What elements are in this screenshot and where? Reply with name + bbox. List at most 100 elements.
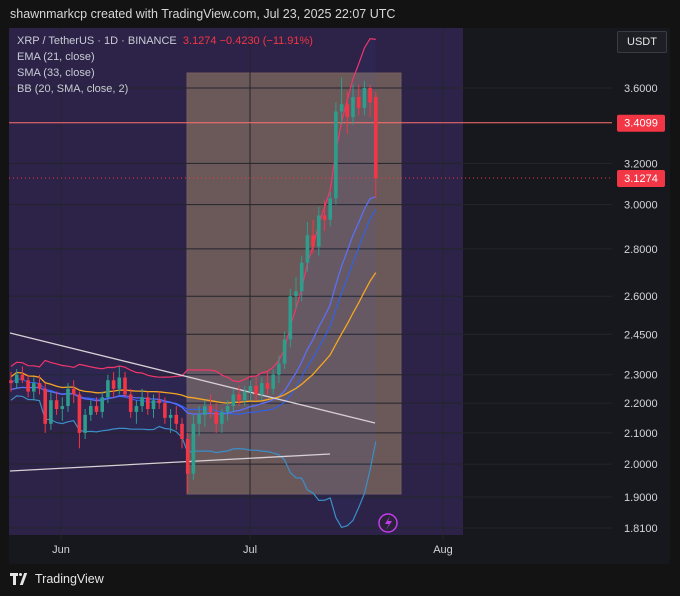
candlesticks — [9, 77, 398, 533]
candle-body — [242, 391, 247, 401]
candle-body — [305, 235, 310, 263]
candle-body — [111, 380, 116, 389]
candle-body — [49, 400, 53, 424]
indicator-lines — [10, 37, 377, 529]
candle-body — [374, 96, 378, 179]
candle-body — [123, 377, 127, 395]
candle-body — [248, 385, 253, 392]
level-price-label: 3.4099 — [624, 118, 658, 130]
candle-body — [322, 215, 327, 220]
indicator-legend: XRP / TetherUS · 1D · BINANCE 3.1274 −0.… — [17, 33, 313, 97]
candle-body — [60, 406, 65, 409]
candle-body — [288, 296, 293, 340]
candle-body — [83, 414, 87, 433]
price-tick-label: 2.2000 — [624, 398, 658, 410]
price-tick-label: 2.6000 — [624, 291, 658, 303]
price-tick-label: 3.2000 — [624, 158, 658, 170]
candle-body — [26, 380, 30, 392]
time-tick-label: Jul — [243, 544, 257, 556]
candle-body — [9, 380, 13, 384]
candle-body — [94, 406, 99, 412]
candle-body — [317, 215, 321, 247]
candle-body — [265, 383, 270, 389]
candle-body — [54, 400, 59, 409]
candle-body — [151, 400, 156, 409]
current-price-label: 3.1274 — [624, 173, 658, 185]
candle-body — [191, 423, 196, 474]
candle-body — [197, 414, 201, 424]
breakout-zone — [186, 72, 402, 495]
candle-body — [225, 406, 230, 412]
time-tick-label: Aug — [433, 544, 453, 556]
tradingview-brand: TradingView — [35, 572, 104, 586]
candle-body — [208, 406, 213, 412]
price-change: −0.4230 (−11.91%) — [219, 35, 313, 47]
descending-trendline — [9, 332, 376, 424]
sma-legend[interactable]: SMA (33, close) — [17, 67, 95, 79]
candle-body — [185, 439, 190, 474]
currency-unit-button[interactable]: USDT — [617, 31, 667, 53]
chart-grid — [9, 28, 612, 540]
candle-body — [260, 383, 264, 395]
price-tick-label: 2.8000 — [624, 244, 658, 256]
ema-legend[interactable]: EMA (21, close) — [17, 51, 95, 63]
candle-body — [100, 397, 104, 412]
candle-body — [220, 411, 224, 424]
candle-body — [237, 394, 241, 401]
candle-body — [37, 383, 42, 389]
candle-body — [339, 104, 344, 112]
last-price: 3.1274 — [182, 35, 217, 47]
symbol-line: XRP / TetherUS · 1D · BINANCE 3.1274 −0.… — [17, 33, 313, 49]
candle-body — [174, 414, 179, 424]
price-tick-label: 2.0000 — [624, 459, 658, 471]
candle-body — [146, 397, 150, 409]
footer: TradingView — [10, 572, 104, 586]
candle-body — [14, 374, 19, 384]
candle-body — [351, 96, 355, 118]
candle-body — [66, 388, 70, 407]
tradingview-logo-icon — [10, 573, 30, 585]
candle-body — [299, 262, 304, 292]
candle-body — [43, 388, 47, 424]
sma-line — [10, 272, 377, 404]
candle-body — [277, 363, 281, 375]
candle-body — [356, 96, 361, 108]
price-tick-label: 2.3000 — [624, 370, 658, 382]
candle-body — [20, 374, 25, 381]
candle-body — [168, 414, 173, 418]
candle-body — [71, 388, 76, 395]
candle-body — [32, 383, 36, 392]
candle-body — [214, 411, 218, 424]
candle-body — [157, 400, 161, 404]
bollinger-upper-line — [10, 37, 376, 383]
candle-body — [311, 235, 315, 247]
candle-body — [231, 394, 236, 407]
price-axis: 3.6000 3.2000 3.0000 2.8000 2.6000 2.4500 2.30… — [624, 83, 658, 535]
candle-body — [328, 198, 332, 220]
candle-body — [77, 394, 82, 433]
alert-icon-bolt — [385, 516, 392, 530]
candle-body — [128, 394, 133, 412]
price-tick-label: 1.8100 — [624, 523, 658, 535]
bb-legend[interactable]: BB (20, SMA, close, 2) — [17, 83, 129, 95]
support-trendline — [9, 453, 331, 472]
price-tick-label: 3.0000 — [624, 200, 658, 212]
candle-body — [271, 374, 275, 389]
analysis-panel — [9, 28, 463, 535]
candle-body — [368, 88, 372, 103]
candle-body — [134, 406, 139, 412]
ema-line — [10, 196, 377, 415]
trendlines — [9, 332, 376, 472]
time-tick-label: Jun — [52, 544, 70, 556]
candle-body — [203, 406, 207, 415]
level-price-tag — [617, 114, 665, 132]
candle-body — [282, 339, 287, 364]
chart-header: shawnmarkcp created with TradingView.com… — [10, 7, 396, 21]
candle-body — [362, 88, 367, 108]
candle-body — [89, 406, 93, 415]
time-axis: Jun Jul Aug — [52, 544, 453, 556]
candle-body — [163, 403, 167, 418]
candle-body — [106, 380, 110, 398]
price-levels: 3.4099 3.1274 — [9, 114, 665, 188]
